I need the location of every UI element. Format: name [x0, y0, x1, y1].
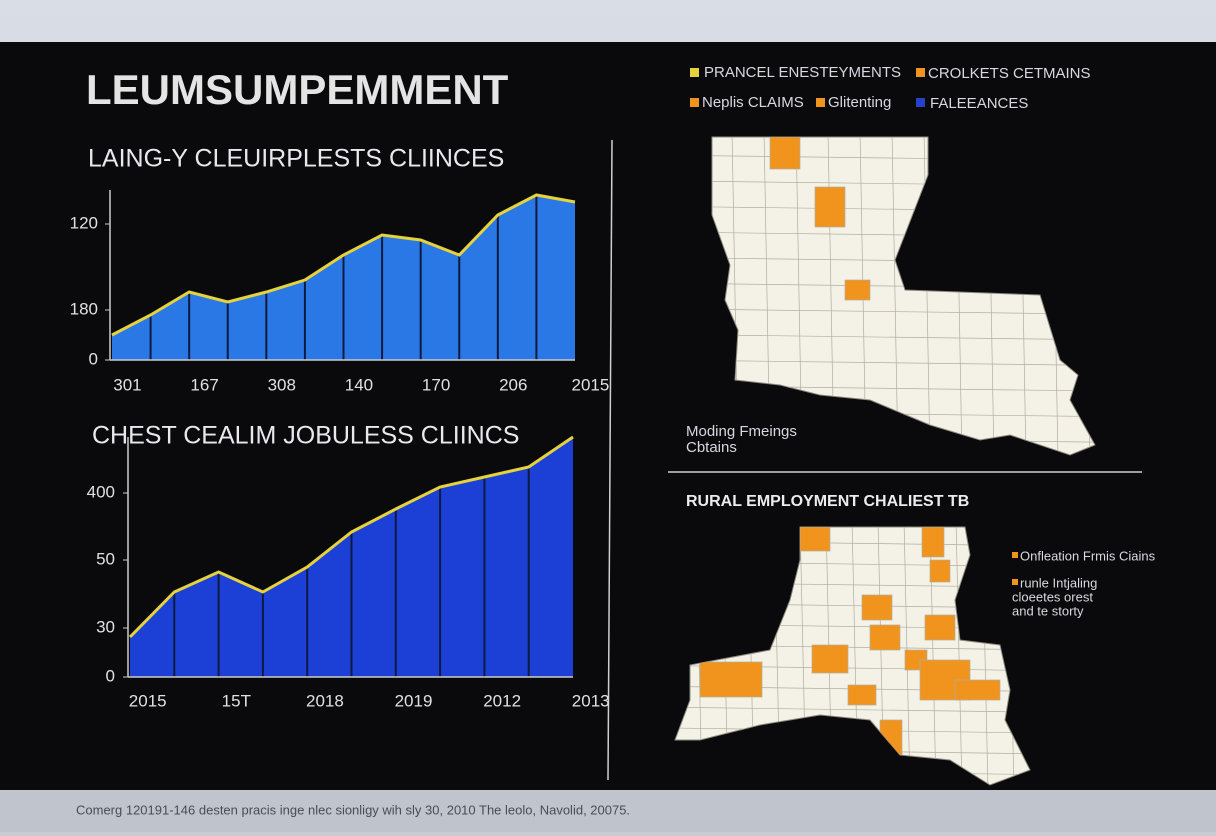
map-title: RURAL EMPLOYMENT CHALIEST TB	[686, 493, 969, 510]
map-note: Moding Fmeings	[686, 423, 797, 440]
x-tick-label: 2018	[306, 691, 344, 710]
legend-label: and te storty	[1012, 603, 1084, 618]
y-tick-label: 400	[87, 482, 115, 501]
divider	[607, 139, 613, 781]
highlight-parish	[847, 684, 877, 706]
x-tick-label: 140	[345, 375, 373, 394]
chart-title: LAING-Y CLEUIRPLESTS CLIINCES	[88, 145, 504, 173]
x-tick-label: 2012	[483, 691, 521, 710]
highlight-parish	[799, 527, 831, 552]
x-tick-label: 167	[190, 375, 218, 394]
map-note: Cbtains	[686, 439, 737, 456]
y-tick-label: 0	[89, 349, 98, 368]
highlight-parish	[699, 661, 763, 698]
chart-title: CHEST CEALIM JOBULESS CLIINCS	[92, 422, 519, 450]
y-tick-label: 180	[70, 299, 98, 318]
county-line	[712, 308, 1095, 315]
legend-swatch	[1012, 579, 1018, 585]
county-line	[712, 334, 1095, 341]
footer: Comerg 120191-146 desten pracis inge nle…	[76, 802, 630, 817]
highlight-parish	[811, 644, 849, 674]
x-tick-label: 2015	[129, 691, 167, 710]
page-title: LEUMSUMPEMMENT	[86, 66, 509, 113]
map	[711, 136, 1096, 456]
x-tick-label: 170	[422, 375, 450, 394]
county-line	[955, 527, 963, 785]
highlight-parish	[929, 559, 951, 583]
highlight-parish	[814, 186, 846, 228]
legend-label: cloeetes orest	[1012, 589, 1093, 604]
legend-label: runle Intjaling	[1020, 575, 1097, 590]
x-tick-label: 206	[499, 375, 527, 394]
map-legend: PRANCEL ENESTEYMENTS CROLKETS CETMAINS N…	[690, 64, 1091, 112]
highlight-parish	[844, 279, 871, 301]
legend-label: Onfleation Frmis Ciains	[1020, 548, 1156, 563]
highlight-parish	[861, 594, 893, 621]
y-tick-label: 30	[96, 617, 115, 636]
highlight-parish	[954, 679, 1001, 701]
x-tick-label: 308	[268, 375, 296, 394]
x-tick-label: 2013	[572, 691, 610, 710]
legend-label: Neplis CLAIMS	[702, 94, 804, 111]
legend-swatch	[1012, 552, 1018, 558]
highlight-parish	[924, 614, 956, 641]
y-tick-label: 0	[106, 666, 115, 685]
legend-label: CROLKETS CETMAINS	[928, 65, 1091, 82]
line	[128, 435, 574, 639]
county-line	[675, 706, 1030, 713]
x-tick-label: 2019	[395, 691, 433, 710]
legend-label: FALEEANCES	[930, 95, 1028, 112]
highlight-parish	[921, 527, 945, 558]
legend-label: PRANCEL ENESTEYMENTS	[704, 64, 901, 81]
x-tick-label: 301	[113, 375, 141, 394]
county-line	[712, 360, 1095, 366]
highlight-parish	[769, 137, 801, 170]
highlight-parish	[869, 624, 901, 651]
y-tick-label: 50	[96, 549, 115, 568]
county-line	[891, 137, 899, 455]
line	[111, 193, 576, 337]
legend-label: Glitenting	[828, 94, 891, 111]
x-tick-label: 15T	[222, 691, 251, 710]
y-tick-label: 120	[70, 213, 98, 232]
x-tick-label: 2015	[572, 375, 610, 394]
